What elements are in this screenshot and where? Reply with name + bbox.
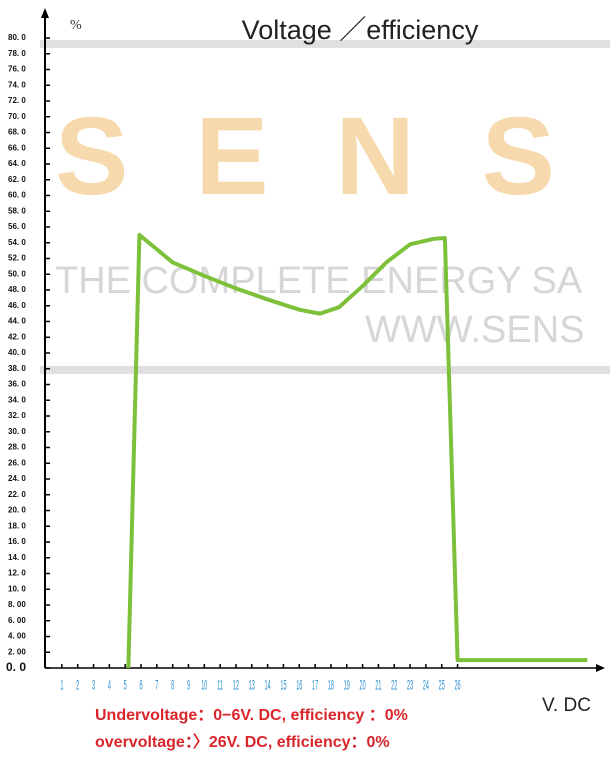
y-tick-label: 22. 0 — [8, 490, 26, 499]
watermark: THE COMPLETE ENERGY SA — [55, 260, 583, 302]
y-tick-label: 26. 0 — [8, 458, 26, 467]
y-tick-label: 38. 0 — [8, 364, 26, 373]
x-tick-label: 21 — [375, 678, 381, 694]
x-tick-label: 7 — [155, 678, 158, 694]
watermark: WWW.SENS — [365, 309, 585, 351]
x-tick-label: 22 — [391, 678, 397, 694]
annotation: Undervoltage：0−6V. DC, efficiency ：0% — [95, 707, 408, 724]
y-tick-label: 36. 0 — [8, 380, 26, 389]
x-tick-label: 4 — [108, 678, 111, 694]
x-tick-label: 5 — [124, 678, 127, 694]
y-tick-label: 10. 0 — [8, 584, 26, 593]
y-tick-label: 68. 0 — [8, 128, 26, 137]
y-tick-label: 20. 0 — [8, 506, 26, 515]
x-tick-label: 25 — [439, 678, 445, 694]
x-tick-label: 19 — [344, 678, 350, 694]
y-tick-label: 70. 0 — [8, 112, 26, 121]
chart-title: Voltage ／efficiency — [242, 15, 479, 45]
y-tick-label: 50. 0 — [8, 269, 26, 278]
y-tick-label: 80. 0 — [8, 33, 26, 42]
y-tick-label: 74. 0 — [8, 80, 26, 89]
y-tick-label: 30. 0 — [8, 427, 26, 436]
y-tick-label: 78. 0 — [8, 49, 26, 58]
x-tick-label: 13 — [249, 678, 255, 694]
y-tick-label: 46. 0 — [8, 301, 26, 310]
y-tick-label: 0. 0 — [6, 660, 26, 674]
annotation: overvoltage：〉26V. DC, efficiency：0% — [95, 733, 390, 751]
data-line — [126, 232, 588, 669]
x-tick-label: 12 — [233, 678, 239, 694]
x-tick-label: 9 — [187, 678, 190, 694]
x-tick-label: 14 — [265, 678, 271, 694]
x-tick-label: 23 — [407, 678, 413, 694]
y-tick-label: 52. 0 — [8, 254, 26, 263]
x-tick-label: 8 — [171, 678, 174, 694]
y-tick-label: 76. 0 — [8, 65, 26, 74]
y-tick-label: 18. 0 — [8, 521, 26, 530]
x-tick-label: 17 — [312, 678, 318, 694]
x-tick-label: 16 — [296, 678, 302, 694]
x-tick-label: 3 — [92, 678, 95, 694]
y-tick-label: 40. 0 — [8, 348, 26, 357]
x-tick-label: 24 — [423, 678, 429, 694]
y-tick-label: 72. 0 — [8, 96, 26, 105]
x-tick-label: 18 — [328, 678, 334, 694]
y-tick-label: 56. 0 — [8, 222, 26, 231]
y-tick-label: 16. 0 — [8, 537, 26, 546]
y-axis-label: % — [70, 18, 82, 33]
y-tick-label: 14. 0 — [8, 553, 26, 562]
y-tick-label: 44. 0 — [8, 317, 26, 326]
y-tick-label: 58. 0 — [8, 206, 26, 215]
y-tick-label: 8. 00 — [8, 600, 26, 609]
y-tick-label: 54. 0 — [8, 238, 26, 247]
y-tick-label: 12. 0 — [8, 569, 26, 578]
x-axis-label: V. DC — [542, 695, 591, 716]
y-tick-label: 66. 0 — [8, 143, 26, 152]
y-tick-label: 24. 0 — [8, 474, 26, 483]
y-tick-label: 64. 0 — [8, 159, 26, 168]
x-tick-label: 26 — [454, 678, 460, 694]
y-axis-arrow — [41, 8, 49, 18]
y-tick-label: 4. 00 — [8, 632, 26, 641]
y-tick-label: 34. 0 — [8, 395, 26, 404]
y-tick-label: 48. 0 — [8, 285, 26, 294]
y-tick-label: 2. 00 — [8, 647, 26, 656]
x-tick-label: 15 — [280, 678, 286, 694]
y-tick-label: 42. 0 — [8, 332, 26, 341]
x-axis-arrow — [596, 664, 605, 672]
x-tick-label: 11 — [217, 678, 223, 694]
y-tick-label: 6. 00 — [8, 616, 26, 625]
x-tick-label: 6 — [139, 678, 142, 694]
y-tick-label: 60. 0 — [8, 191, 26, 200]
x-tick-label: 20 — [360, 678, 366, 694]
watermark-band — [40, 366, 610, 374]
watermark-band — [40, 40, 610, 48]
y-tick-label: 28. 0 — [8, 443, 26, 452]
y-tick-label: 32. 0 — [8, 411, 26, 420]
x-tick-label: 2 — [76, 678, 79, 694]
x-tick-label: 1 — [60, 678, 63, 694]
y-tick-label: 62. 0 — [8, 175, 26, 184]
x-tick-label: 10 — [201, 678, 207, 694]
